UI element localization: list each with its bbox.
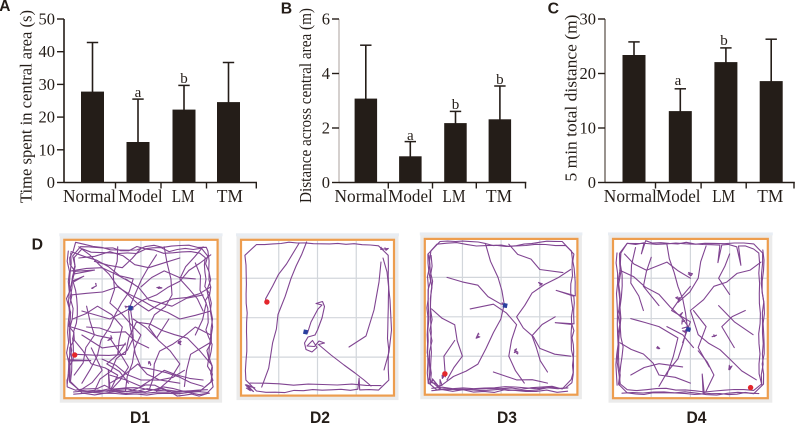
- svg-text:D3: D3: [497, 408, 517, 423]
- svg-text:30: 30: [580, 10, 597, 29]
- svg-text:b: b: [452, 97, 460, 113]
- svg-text:0: 0: [47, 173, 55, 192]
- svg-text:40: 40: [39, 42, 56, 61]
- svg-text:B: B: [281, 0, 292, 17]
- svg-text:20: 20: [39, 108, 56, 127]
- svg-text:Distance across central area (: Distance across central area (m): [296, 8, 315, 203]
- svg-text:LM: LM: [172, 186, 195, 206]
- svg-text:a: a: [407, 128, 414, 144]
- svg-text:0: 0: [322, 173, 330, 192]
- svg-text:b: b: [496, 72, 504, 88]
- svg-text:Normal: Normal: [63, 186, 116, 206]
- svg-text:LM: LM: [443, 186, 466, 206]
- svg-text:Normal: Normal: [604, 186, 657, 206]
- svg-text:4: 4: [322, 64, 330, 83]
- svg-text:20: 20: [580, 64, 597, 83]
- svg-text:b: b: [720, 33, 728, 49]
- svg-text:TM: TM: [217, 186, 243, 206]
- svg-text:TM: TM: [486, 186, 512, 206]
- svg-text:50: 50: [39, 10, 56, 29]
- svg-text:0: 0: [588, 173, 596, 192]
- svg-text:6: 6: [322, 10, 330, 29]
- svg-text:Model: Model: [118, 186, 163, 206]
- svg-text:TM: TM: [757, 186, 783, 206]
- svg-text:10: 10: [580, 119, 597, 138]
- svg-text:30: 30: [39, 75, 56, 94]
- svg-text:b: b: [180, 71, 188, 87]
- svg-text:D1: D1: [130, 408, 150, 423]
- svg-text:A: A: [0, 0, 10, 15]
- svg-text:Normal: Normal: [335, 186, 388, 206]
- svg-text:2: 2: [322, 119, 330, 138]
- svg-text:Time spent in central area (s): Time spent in central area (s): [17, 10, 36, 203]
- svg-text:a: a: [135, 85, 142, 101]
- svg-text:10: 10: [39, 140, 56, 159]
- svg-text:C: C: [548, 0, 559, 17]
- svg-text:5 min total distance (m): 5 min total distance (m): [561, 15, 580, 182]
- svg-text:Model: Model: [388, 186, 433, 206]
- svg-text:a: a: [675, 73, 682, 89]
- svg-text:D4: D4: [687, 408, 707, 423]
- svg-text:LM: LM: [712, 186, 735, 206]
- svg-text:D: D: [32, 236, 43, 253]
- svg-text:D2: D2: [310, 408, 330, 423]
- svg-text:Model: Model: [656, 186, 701, 206]
